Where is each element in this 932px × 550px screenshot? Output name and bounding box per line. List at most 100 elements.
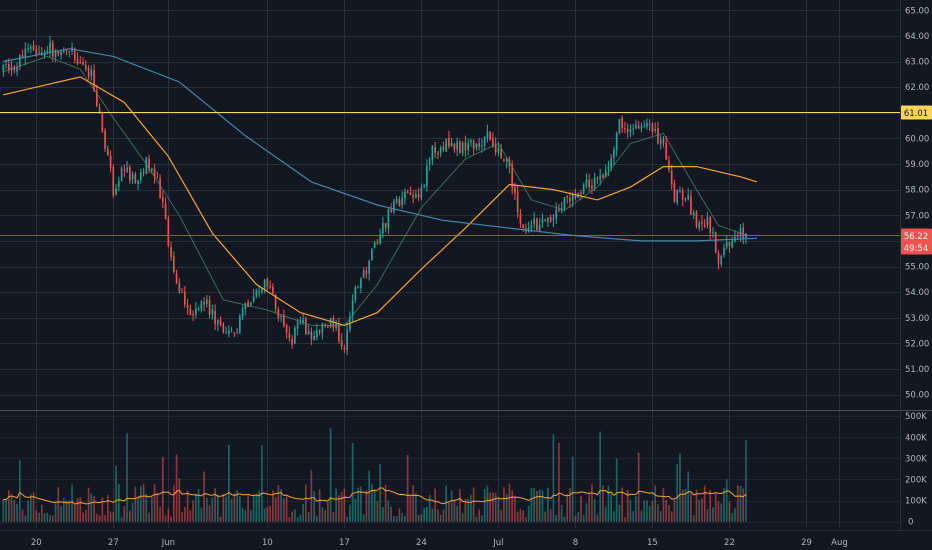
volume-bar (505, 493, 508, 522)
volume-bar (118, 483, 120, 522)
candle-body (472, 141, 475, 150)
candle-body (552, 218, 555, 221)
volume-bar (555, 514, 557, 522)
moving-average-line-2 (3, 76, 758, 327)
volume-bar (101, 497, 104, 522)
volume-bar (236, 490, 238, 522)
candle-body (178, 283, 181, 292)
volume-bar (450, 490, 453, 522)
volume-bar (51, 515, 54, 522)
candle-body (244, 303, 247, 309)
volume-bar (126, 433, 128, 522)
candle-body (379, 234, 381, 244)
candle-body (373, 242, 376, 248)
candle-body (706, 217, 709, 226)
volume-bar (426, 506, 428, 522)
candle-body (228, 330, 230, 335)
candle-body (637, 125, 640, 129)
volume-bar (604, 506, 607, 522)
volume-bar (349, 504, 351, 522)
volume-bar (87, 487, 90, 522)
volume-bar (211, 497, 214, 522)
volume-bar (538, 489, 541, 522)
volume-bar (140, 486, 142, 522)
volume-bar (62, 498, 65, 522)
volume-bar (123, 505, 126, 522)
volume-bar (274, 497, 277, 522)
candle-body (197, 308, 200, 310)
candle-body (73, 48, 76, 61)
candle-body (500, 148, 502, 159)
volume-bar (241, 507, 244, 522)
candle-body (310, 331, 313, 340)
volume-bar (329, 428, 332, 522)
candle-body (690, 196, 692, 215)
candle-body (687, 195, 690, 200)
volume-bar (327, 501, 329, 522)
candle-body (659, 139, 662, 145)
candle-body (566, 196, 569, 198)
horizontal-levels[interactable]: 61.01 56.22 49:54 (0, 105, 932, 255)
volume-bar (745, 440, 747, 522)
candle-body (456, 141, 458, 150)
moving-average-line-3 (3, 48, 758, 242)
candle-body (230, 331, 233, 333)
candle-body (98, 107, 101, 114)
candle-body (277, 309, 280, 318)
candle-body (200, 301, 203, 310)
candle-body (327, 327, 329, 329)
candle-body (654, 129, 657, 131)
volume-bar (208, 505, 211, 522)
candle-body (387, 209, 390, 229)
volume-bar (470, 494, 472, 522)
volume-bar (351, 443, 354, 522)
volume-bar (629, 499, 632, 522)
candle-body (7, 64, 10, 70)
volume-tick-label: 200K (905, 475, 927, 485)
candle-body (164, 203, 167, 219)
candle-body (717, 252, 720, 264)
candle-body (503, 159, 505, 161)
price-tick-label: 59.00 (905, 160, 929, 170)
volume-bar (228, 444, 230, 522)
volume-bar (599, 431, 602, 522)
volume-bar (269, 505, 271, 522)
candle-body (186, 304, 189, 308)
volume-bar (73, 504, 76, 522)
candle-body (365, 270, 368, 275)
volume-bar (206, 497, 208, 522)
candle-body (703, 225, 706, 227)
candle-body (728, 241, 731, 247)
volume-bar (607, 485, 610, 522)
candle-body (134, 173, 137, 183)
grid-lines (0, 0, 932, 530)
volume-bar (679, 453, 681, 522)
candle-body (558, 209, 560, 211)
candle-body (151, 168, 153, 171)
candle-body (156, 176, 159, 178)
candle-body (467, 143, 469, 151)
candle-body (49, 42, 51, 53)
candle-body (431, 146, 434, 160)
volume-bar (357, 487, 359, 522)
candle-body (95, 90, 98, 107)
volume-bar (434, 488, 436, 522)
candle-body (101, 112, 104, 133)
volume-bar (591, 484, 593, 522)
volume-bar (310, 469, 313, 522)
candle-body (118, 180, 120, 187)
volume-bar (362, 514, 365, 522)
candle-body (250, 302, 252, 306)
candle-body (395, 198, 398, 203)
candle-body (106, 148, 109, 156)
candle-body (148, 158, 150, 170)
volume-bar (428, 494, 431, 522)
candle-body (624, 127, 626, 129)
candle-body (701, 221, 703, 224)
candle-body (720, 256, 723, 265)
candle-body (129, 167, 131, 181)
price-tick-label: 53.00 (905, 314, 929, 324)
volume-bar (288, 517, 291, 522)
price-tick-label: 57.00 (905, 211, 929, 221)
